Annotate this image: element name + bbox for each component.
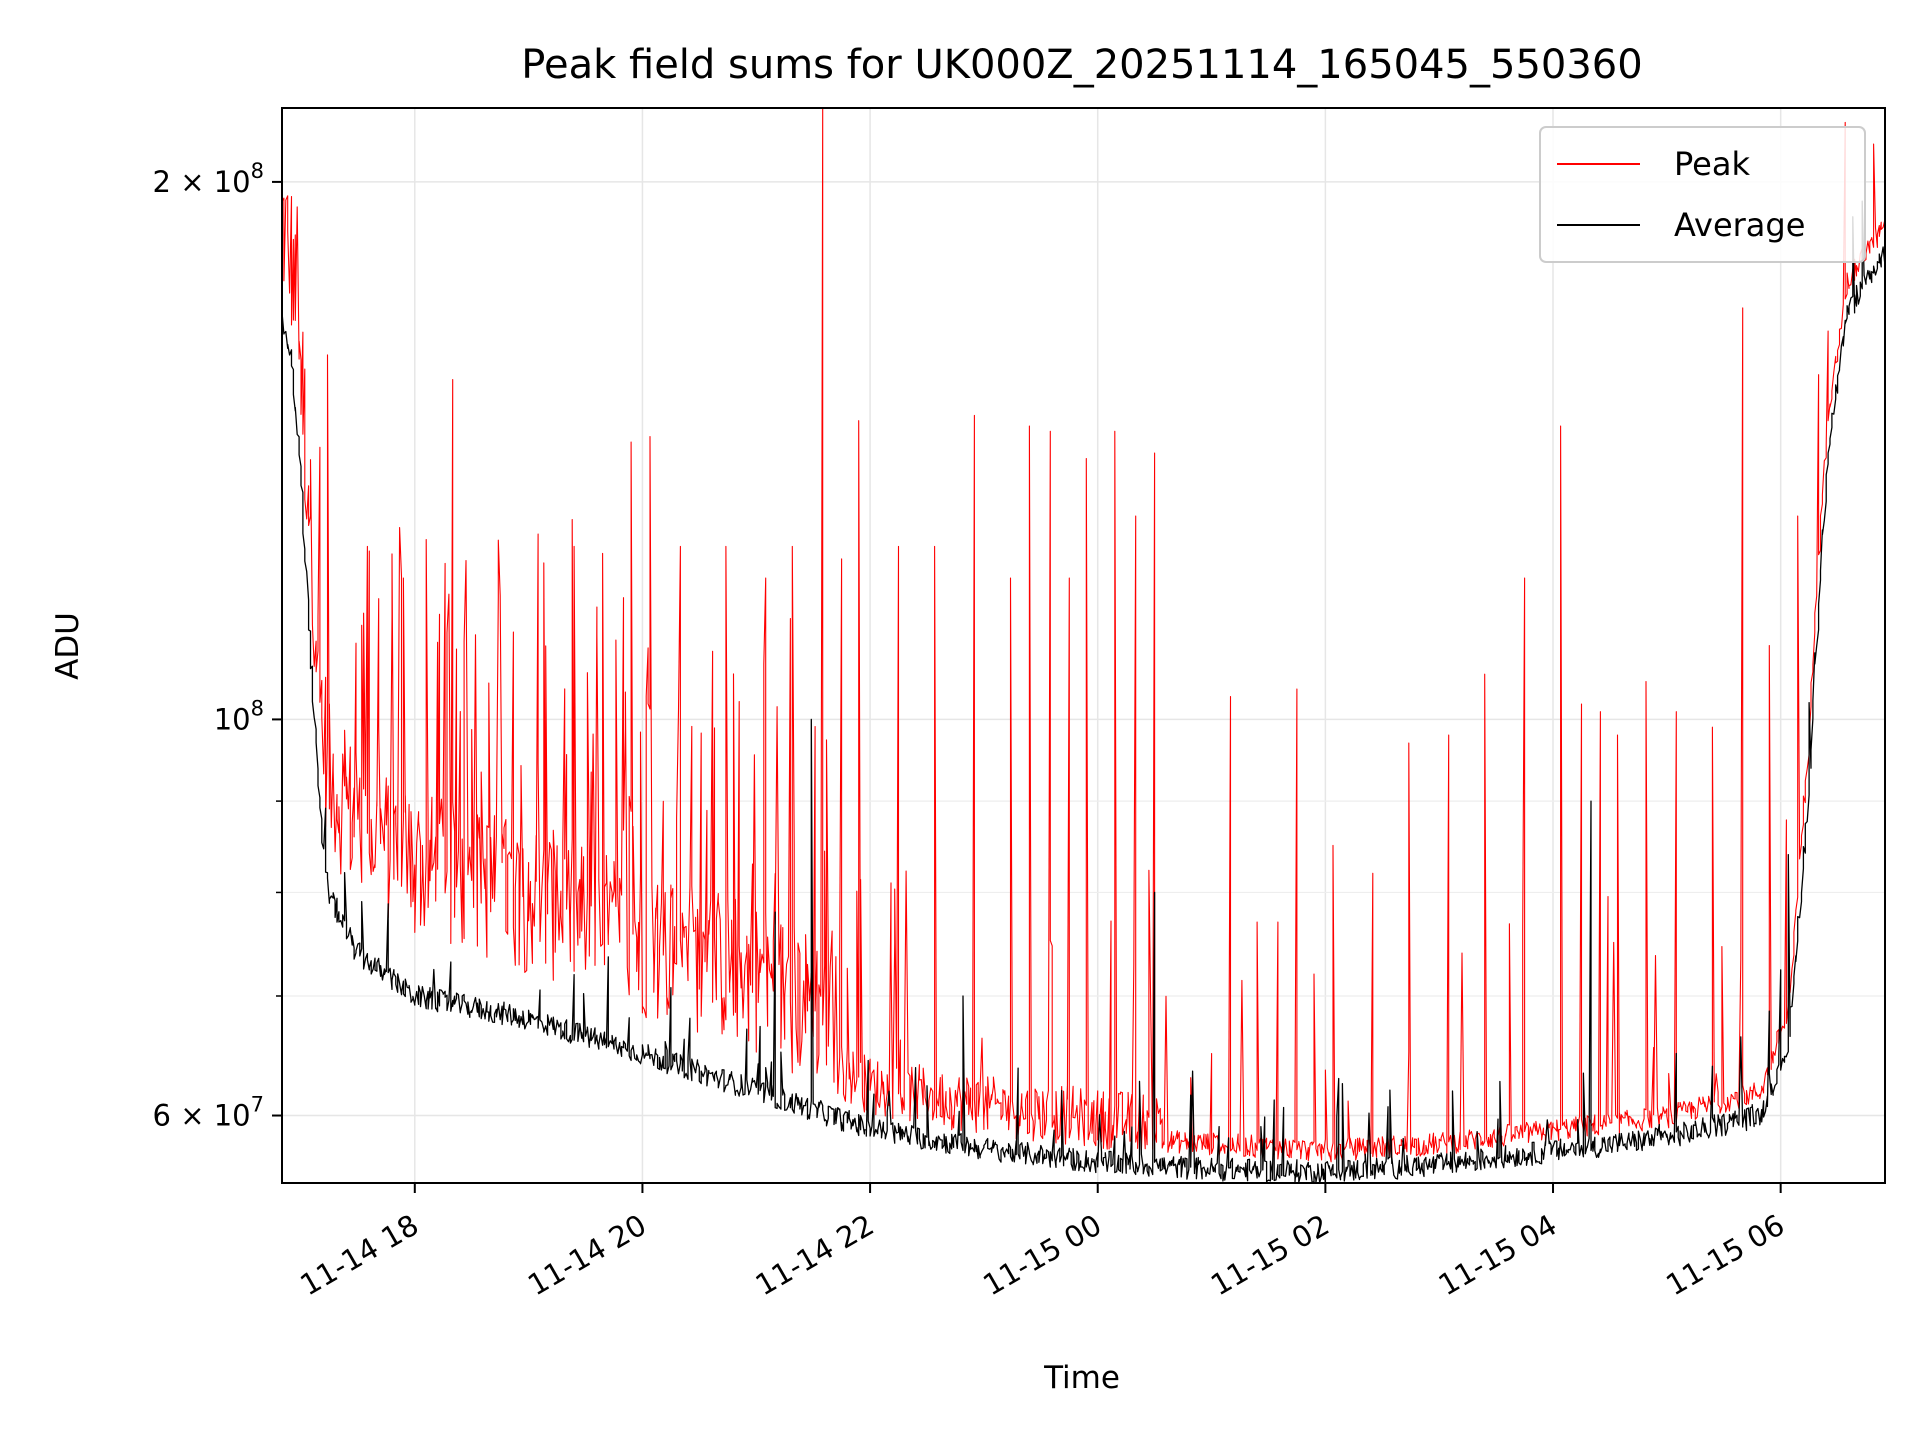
- y-tick-label: 2 × 108: [153, 159, 264, 199]
- legend: Peak Average: [1539, 126, 1866, 263]
- legend-box: [1539, 126, 1866, 263]
- series-line-average: [281, 200, 1886, 1184]
- y-tick-label: 108: [214, 696, 264, 736]
- y-tick-label: 6 × 107: [153, 1093, 264, 1133]
- legend-label-average: Average: [1674, 206, 1805, 244]
- series-line-peak: [281, 107, 1886, 1163]
- y-axis-label: ADU: [50, 612, 86, 680]
- plot-frame: [281, 107, 1886, 1184]
- series-group: [281, 107, 1886, 1184]
- x-axis-label: Time: [1043, 1360, 1120, 1396]
- legend-label-peak: Peak: [1674, 145, 1750, 183]
- chart-title: Peak field sums for UK000Z_20251114_1650…: [521, 42, 1642, 88]
